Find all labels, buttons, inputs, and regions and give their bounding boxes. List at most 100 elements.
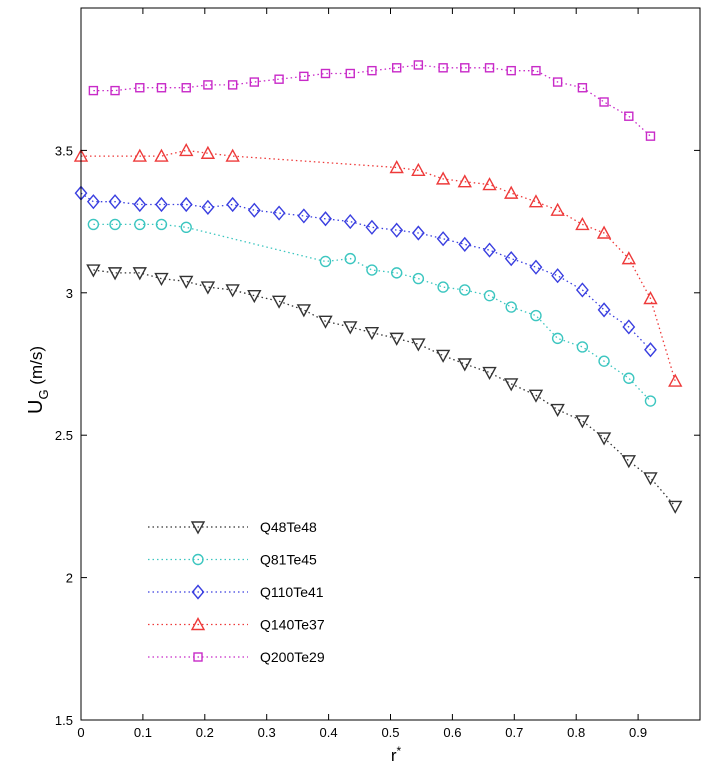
data-point — [483, 289, 496, 302]
data-point — [299, 71, 309, 82]
data-point — [577, 83, 588, 93]
data-point — [247, 202, 261, 218]
data-point — [458, 236, 472, 252]
series-layer — [73, 60, 683, 514]
data-point — [200, 145, 216, 159]
data-point — [411, 338, 426, 352]
data-point — [599, 97, 609, 107]
data-point — [271, 295, 287, 309]
data-point — [108, 194, 122, 210]
y-tick-label: 2.5 — [55, 428, 73, 443]
data-point — [551, 268, 565, 284]
data-point — [597, 302, 611, 318]
data-point — [624, 111, 634, 121]
data-point — [133, 196, 147, 213]
legend-item: Q140Te37 — [148, 617, 325, 633]
data-point — [622, 319, 636, 335]
data-point — [596, 432, 612, 446]
data-point — [411, 225, 425, 241]
legend-marker — [193, 652, 203, 662]
data-point — [484, 63, 495, 73]
x-tick-label: 0.5 — [381, 725, 399, 740]
data-point — [482, 177, 497, 191]
data-point — [201, 199, 215, 215]
x-axis-title: r* — [391, 744, 402, 765]
data-point — [391, 63, 402, 73]
data-point — [155, 218, 168, 231]
x-tick-label: 0.8 — [567, 725, 585, 740]
data-point — [645, 131, 656, 141]
data-point — [132, 148, 147, 162]
data-point — [460, 63, 470, 73]
data-point — [200, 281, 216, 295]
data-point — [621, 455, 636, 469]
data-point — [505, 301, 517, 313]
data-point — [596, 225, 612, 239]
data-point — [668, 500, 683, 514]
data-point — [155, 196, 168, 213]
x-tick-label: 0.1 — [134, 725, 152, 740]
data-point — [107, 267, 123, 281]
data-point — [504, 378, 519, 392]
data-point — [132, 267, 147, 281]
data-point — [344, 252, 356, 265]
data-point — [319, 255, 332, 268]
data-point — [668, 373, 683, 387]
x-tick-label: 0.9 — [629, 725, 647, 740]
data-point — [86, 264, 101, 278]
data-point — [528, 194, 544, 208]
data-point — [575, 282, 589, 298]
y-tick-label: 2 — [66, 571, 73, 586]
data-point — [390, 222, 404, 238]
legend-label: Q48Te48 — [260, 519, 317, 535]
data-point — [154, 272, 169, 287]
series-q110te41 — [74, 185, 657, 358]
data-point — [411, 162, 426, 177]
data-point — [226, 196, 240, 213]
data-point — [623, 372, 635, 384]
data-point — [504, 185, 519, 199]
data-point — [483, 242, 496, 258]
data-point — [389, 160, 404, 174]
data-point — [154, 148, 169, 162]
data-point — [109, 218, 121, 231]
legend-item: Q81Te45 — [148, 552, 317, 568]
data-point — [598, 355, 610, 367]
y-axis-title-unit: (m/s) — [27, 346, 46, 389]
legend-item: Q48Te48 — [148, 519, 317, 535]
data-point — [390, 267, 403, 279]
data-point — [296, 304, 312, 318]
data-point — [413, 60, 424, 70]
data-point — [297, 208, 311, 224]
data-point — [436, 231, 450, 247]
data-point — [227, 80, 238, 90]
legend-item: Q110Te41 — [148, 584, 324, 600]
data-point — [528, 389, 544, 403]
data-point — [457, 174, 472, 188]
data-point — [575, 415, 590, 429]
data-point — [504, 251, 518, 267]
data-point — [272, 205, 286, 221]
data-point — [412, 272, 425, 285]
legend-item: Q200Te29 — [148, 649, 325, 665]
data-point — [179, 142, 194, 157]
x-tick-label: 0.4 — [320, 725, 338, 740]
y-axis-title-sub: G — [36, 389, 51, 399]
data-point — [367, 65, 377, 76]
data-point — [134, 218, 146, 231]
svg-text:UG (m/s): UG (m/s) — [25, 346, 51, 414]
data-point — [366, 264, 378, 276]
data-point — [457, 358, 472, 372]
legend-marker — [190, 521, 206, 535]
data-point — [345, 68, 355, 79]
x-axis-ticks: 0 0.1 0.2 0.3 0.4 0.5 0.6 0.7 0.8 0.9 — [77, 8, 647, 740]
data-point — [247, 289, 262, 304]
series-line — [93, 223, 651, 402]
data-point — [180, 221, 192, 233]
data-point — [435, 349, 451, 363]
data-point — [576, 341, 589, 353]
data-point — [249, 77, 260, 87]
data-point — [318, 315, 333, 329]
data-point — [179, 275, 194, 289]
